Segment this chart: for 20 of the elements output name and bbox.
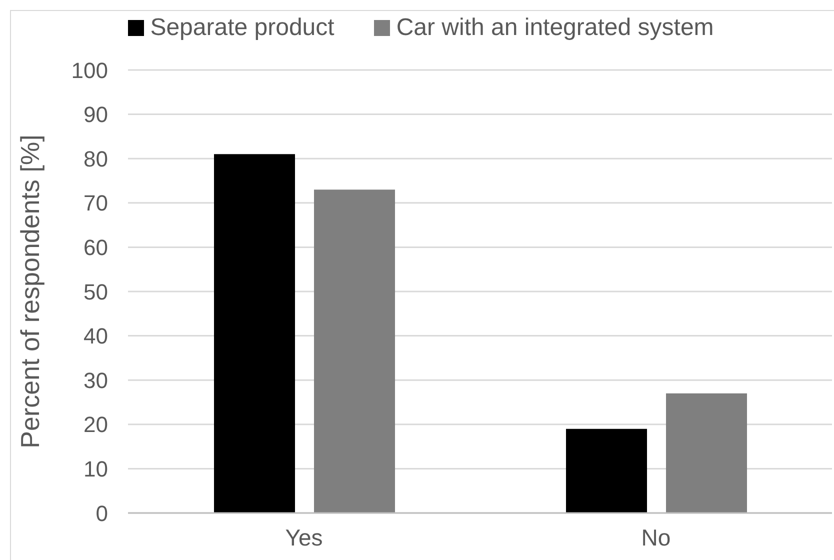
y-tick-label: 20 bbox=[84, 412, 108, 438]
bar bbox=[314, 190, 395, 513]
y-tick-label: 40 bbox=[84, 324, 108, 349]
y-tick-label: 90 bbox=[84, 102, 108, 128]
x-tick-label: No bbox=[641, 524, 671, 550]
y-tick-label: 70 bbox=[84, 190, 108, 216]
bar bbox=[666, 393, 747, 513]
y-tick-label: 30 bbox=[84, 368, 108, 393]
y-tick-label: 80 bbox=[84, 146, 108, 172]
y-tick-label: 100 bbox=[71, 58, 108, 83]
legend-label: Car with an integrated system bbox=[396, 14, 714, 42]
y-axis-title: Percent of respondents [%] bbox=[15, 134, 45, 448]
bar bbox=[566, 428, 647, 513]
bar bbox=[214, 154, 295, 513]
legend-label: Separate product bbox=[150, 14, 334, 42]
y-tick-label: 50 bbox=[84, 279, 108, 304]
y-tick-label: 0 bbox=[96, 500, 108, 526]
y-tick-label: 10 bbox=[84, 456, 108, 482]
y-tick-label: 60 bbox=[84, 235, 108, 260]
x-tick-label: Yes bbox=[285, 524, 323, 550]
